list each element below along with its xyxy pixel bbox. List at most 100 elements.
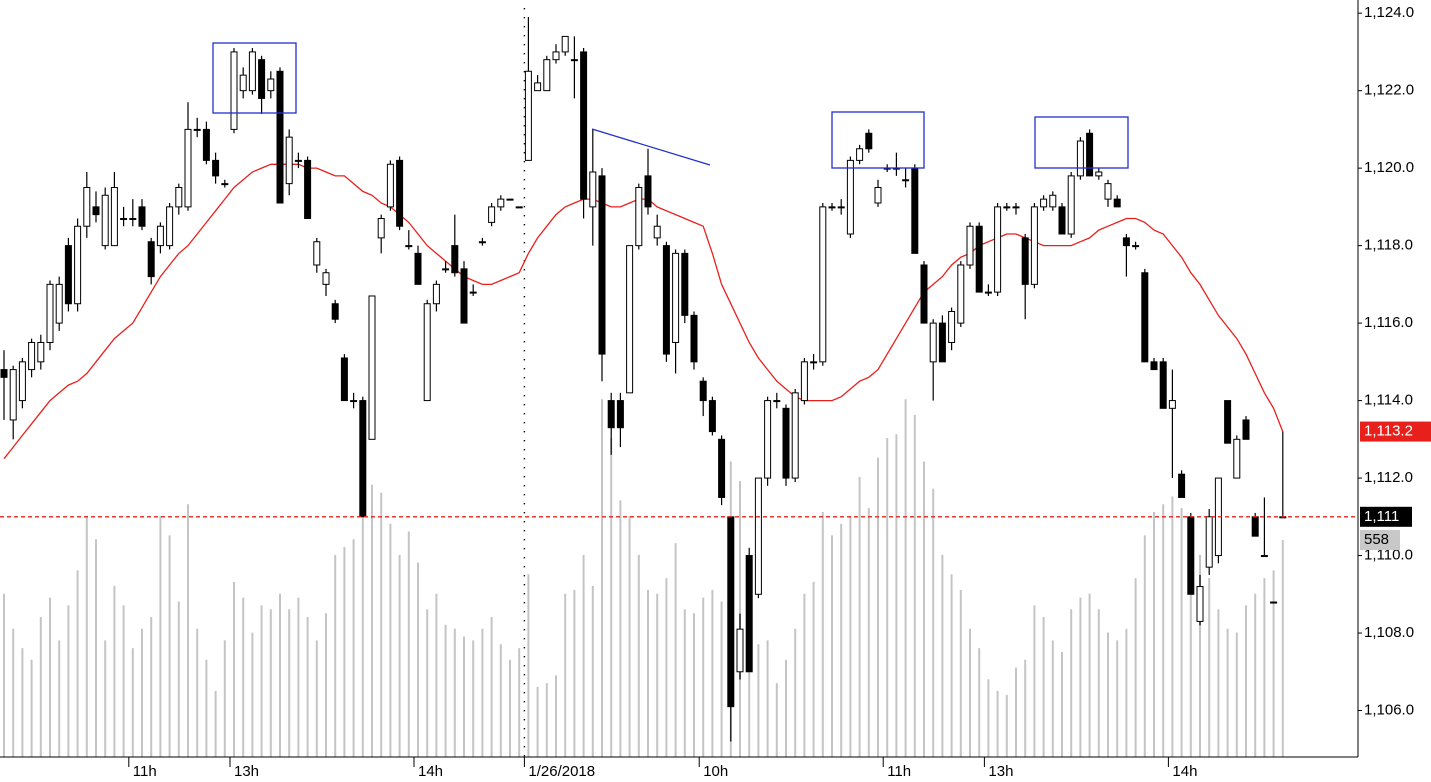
- candle-body: [699, 380, 707, 402]
- y-tick-label: 1,112.0: [1364, 469, 1413, 486]
- candle-body: [37, 341, 45, 363]
- candle-body: [92, 206, 100, 216]
- candle-body: [1095, 171, 1103, 177]
- candle-body: [911, 167, 919, 254]
- candle-body: [1150, 361, 1158, 371]
- candle-body: [1242, 419, 1250, 440]
- candle-body: [285, 136, 293, 185]
- candle-body: [837, 206, 845, 209]
- x-tick-label: 13h: [234, 763, 259, 780]
- candle-body: [727, 516, 735, 708]
- candle-body: [377, 217, 385, 239]
- candle-body: [267, 78, 275, 92]
- candle-body: [1178, 473, 1186, 498]
- candle-body: [469, 291, 477, 294]
- candle-body: [635, 187, 643, 247]
- candle-body: [515, 206, 523, 209]
- candle-body: [754, 477, 762, 595]
- candle-body: [138, 206, 146, 227]
- candle-body: [331, 303, 339, 320]
- candle-body: [414, 252, 422, 285]
- candle-body: [1076, 140, 1084, 177]
- candle-body: [248, 51, 256, 92]
- candle-body: [966, 225, 974, 266]
- candle-body: [938, 322, 946, 363]
- candle-body: [552, 51, 560, 61]
- candle-body: [478, 241, 486, 244]
- candle-body: [589, 171, 597, 208]
- candle-body: [55, 283, 63, 324]
- candle-body: [1187, 516, 1195, 595]
- candle-body: [1040, 198, 1048, 208]
- candle-body: [1233, 438, 1241, 479]
- candle-body: [1270, 601, 1278, 604]
- candle-body: [28, 341, 36, 371]
- candle-body: [405, 245, 413, 248]
- y-tick-label: 1,106.0: [1364, 701, 1414, 718]
- candle-body: [920, 264, 928, 324]
- candle-body: [690, 314, 698, 363]
- candle-body: [1104, 183, 1112, 200]
- candle-body: [580, 51, 588, 200]
- y-tick-label: 1,114.0: [1364, 392, 1413, 409]
- candle-body: [120, 217, 128, 220]
- x-tick-label: 1/26/2018: [528, 763, 595, 780]
- candle-body: [1168, 400, 1176, 409]
- volume-layer: [3, 399, 1284, 757]
- candle-body: [626, 245, 634, 394]
- candle-body: [9, 369, 17, 421]
- candle-body: [423, 303, 431, 402]
- candle-body: [975, 225, 983, 293]
- candle-body: [156, 225, 164, 247]
- candle-body: [258, 59, 266, 99]
- candle-body: [184, 128, 192, 208]
- candle-body: [350, 400, 358, 403]
- candle-body: [83, 187, 91, 227]
- last-price-tag: [1360, 506, 1412, 527]
- x-tick-label: 10h: [703, 763, 728, 780]
- candle-body: [212, 159, 220, 177]
- candle-body: [1205, 516, 1213, 568]
- candle-body: [1067, 175, 1075, 235]
- candle-body: [607, 400, 615, 429]
- y-tick-label: 1,118.0: [1364, 237, 1413, 254]
- candle-body: [1159, 361, 1167, 409]
- candle-body: [819, 206, 827, 363]
- candle-body: [782, 407, 790, 479]
- annotation-box: [212, 42, 297, 114]
- candle-body: [561, 35, 569, 53]
- candle-body: [18, 361, 26, 402]
- candle-body: [340, 357, 348, 402]
- candle-body: [110, 187, 118, 247]
- y-tick-label: 1,108.0: [1364, 624, 1414, 641]
- candle-body: [1012, 206, 1020, 209]
- candle-body: [1196, 586, 1204, 622]
- candle-body: [396, 159, 404, 227]
- candle-body: [1141, 272, 1149, 363]
- candle-body: [736, 628, 744, 673]
- candle-body: [359, 400, 367, 518]
- candle-body: [1086, 132, 1094, 177]
- candle-body: [147, 241, 155, 278]
- candle-body: [874, 187, 882, 204]
- candle-body: [1058, 206, 1066, 235]
- candle-body: [828, 206, 836, 209]
- candle-body: [681, 252, 689, 316]
- candle-body: [488, 206, 496, 223]
- annotation-box: [1034, 116, 1129, 169]
- candle-body: [1122, 237, 1130, 247]
- candle-body: [74, 225, 82, 305]
- candle-body: [810, 361, 818, 364]
- candle-body: [708, 400, 716, 433]
- candle-body: [497, 198, 505, 208]
- candle-body: [662, 245, 670, 355]
- volume-label: 558: [1364, 531, 1389, 548]
- trend-line: [591, 128, 711, 166]
- x-tick-label: 11h: [133, 763, 157, 780]
- candle-body: [322, 272, 330, 285]
- candle-body: [994, 206, 1002, 293]
- candle-body: [166, 206, 174, 247]
- candle-body: [175, 187, 183, 208]
- candle-body: [800, 361, 808, 402]
